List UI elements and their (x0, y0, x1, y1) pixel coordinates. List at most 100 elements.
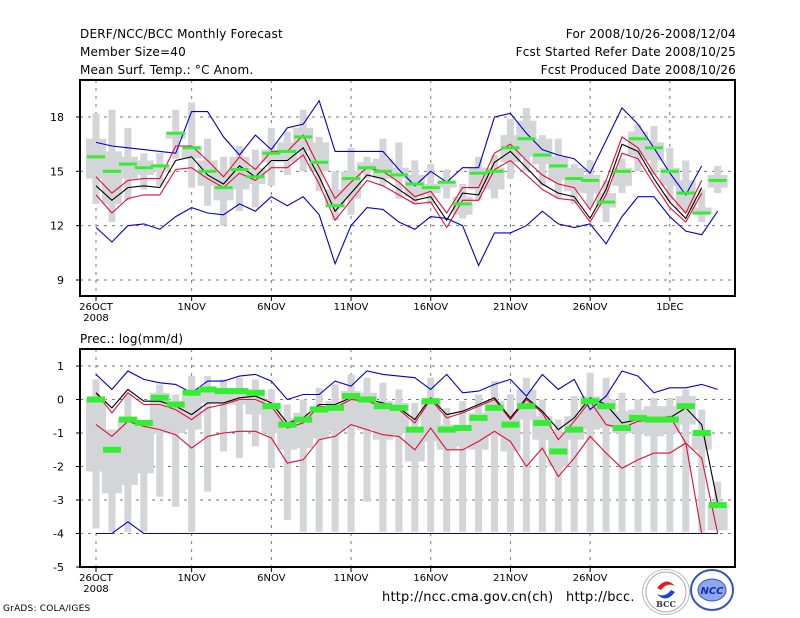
precip-marker (326, 404, 345, 411)
temp-series-upper (95, 134, 703, 214)
header-start-date: Fcst Started Refer Date 2008/10/25 (515, 45, 736, 59)
temp-series-mean (95, 143, 703, 222)
precip-marker (501, 421, 520, 428)
precip-marker (373, 403, 392, 410)
precip-whisker-bar (602, 377, 610, 532)
precip-whisker-bar (315, 387, 323, 532)
precip-whisker-bar (459, 401, 467, 532)
temp-box (436, 182, 457, 188)
precip-box (261, 402, 282, 433)
temp-marker (230, 168, 249, 172)
precip-whisker-bar (188, 376, 196, 532)
temp-marker (342, 177, 361, 181)
temp-marker (150, 164, 169, 168)
precip-marker (533, 419, 552, 426)
temp-box (165, 131, 186, 139)
temp-marker (660, 169, 679, 173)
precip-whisker-bar (506, 394, 514, 532)
temp-marker (469, 171, 488, 175)
precip-whisker-bar (379, 382, 387, 532)
temp-marker (118, 162, 137, 166)
precip-marker (342, 393, 361, 400)
precip-whisker-bar (570, 396, 578, 532)
bcc-url-link[interactable]: http://bcc. (566, 590, 635, 605)
temp-box (643, 142, 664, 161)
temp-box (309, 142, 330, 172)
precip-box (420, 399, 441, 442)
precip-xtick-label: 6NOV (257, 573, 286, 584)
temp-whisker-bar (698, 189, 706, 223)
temp-marker (453, 202, 472, 206)
precip-box (86, 397, 106, 472)
precip-marker (660, 416, 679, 423)
precip-marker (357, 396, 376, 403)
precip-xtick-label: 11NOV (334, 573, 369, 584)
temp-box (197, 160, 218, 186)
precip-whisker-bar (475, 394, 483, 532)
precip-marker (134, 419, 153, 426)
temp-marker (517, 137, 536, 141)
precip-whisker-bar (522, 377, 530, 532)
precip-box (691, 433, 712, 450)
precip-whisker-bar (586, 372, 594, 532)
bcc-logo: BCC (642, 569, 690, 615)
precip-marker (405, 426, 424, 433)
temp-marker (87, 155, 105, 159)
precip-marker (597, 403, 616, 410)
precip-marker (581, 398, 600, 405)
precip-marker (676, 403, 695, 410)
precip-panel-title: Prec.: log(mm/d) (80, 332, 184, 346)
precip-frame (79, 348, 736, 568)
precip-whisker-bar (395, 389, 403, 532)
temp-marker (644, 146, 663, 150)
precip-box (707, 505, 728, 531)
precip-whisker-bar (682, 389, 690, 532)
temp-box (101, 151, 122, 204)
temp-xtick-label: 26NOV (573, 302, 608, 313)
precip-marker (198, 386, 217, 393)
precip-whisker-bar (491, 381, 498, 532)
temp-xtick-label: 11NOV (334, 302, 369, 313)
temp-marker (389, 173, 408, 177)
temp-xtick-label: 2008 (83, 313, 108, 324)
precip-series-min (96, 521, 718, 535)
precip-xtick-label: 26NOV (573, 573, 608, 584)
svg-text:NCC: NCC (700, 586, 724, 597)
temp-marker (310, 160, 329, 164)
precip-whisker-bar (299, 399, 307, 532)
precip-marker (485, 404, 504, 411)
temp-marker (708, 178, 727, 182)
temp-marker (437, 180, 456, 184)
temp-xtick-label: 1DEC (656, 302, 683, 313)
precip-marker (692, 430, 711, 436)
precip-ytick-label: -4 (53, 528, 64, 541)
ncc-logo: NCC (689, 568, 735, 612)
precip-whisker-bar (363, 377, 371, 502)
temp-marker (565, 177, 584, 181)
precip-box (101, 429, 122, 494)
precip-whisker-bar (538, 399, 546, 532)
temp-marker (405, 182, 424, 186)
precip-marker (166, 401, 185, 408)
temp-box (86, 138, 106, 179)
precip-whisker-bar (427, 377, 435, 532)
precip-whisker-bar (204, 376, 212, 492)
precip-marker (230, 388, 249, 395)
precip-series-lower (95, 420, 719, 534)
precip-box (117, 417, 138, 485)
precip-marker (549, 448, 568, 455)
precip-whisker-bar (220, 379, 228, 452)
precip-ytick-label: -1 (53, 427, 64, 440)
temp-marker (692, 211, 711, 215)
temp-ytick-label: 9 (57, 274, 64, 287)
ncc-url-link[interactable]: http://ncc.cma.gov.cn(ch) (382, 590, 554, 605)
temp-whisker-bar (188, 102, 196, 188)
temp-marker (134, 166, 153, 170)
precip-marker (310, 406, 329, 413)
temp-marker (278, 149, 297, 153)
grads-credit: GrADS: COLA/IGES (3, 604, 91, 614)
precip-marker (644, 416, 663, 423)
precip-whisker-bar (650, 397, 658, 532)
temp-box (117, 156, 138, 179)
precip-marker (262, 403, 281, 410)
